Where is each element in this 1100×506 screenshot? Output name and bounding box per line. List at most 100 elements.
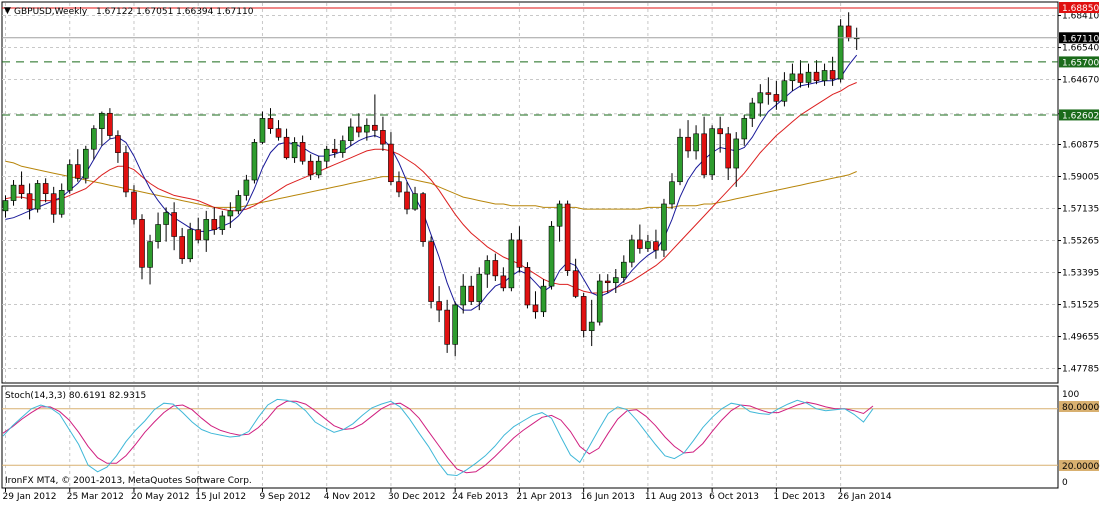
candle (612, 269, 619, 293)
symbol-timeframe: GBPUSD,Weekly (14, 7, 88, 17)
candle (203, 210, 210, 252)
current-price-tag: 1.67110 (1059, 32, 1099, 44)
candle (428, 236, 434, 309)
candle (99, 111, 105, 146)
candles (2, 12, 860, 357)
candle (42, 178, 49, 203)
x-tick-label: 21 Apr 2013 (516, 492, 572, 502)
candle (420, 192, 426, 247)
y-tick-label: 1.66540 (1062, 44, 1099, 54)
candle (115, 130, 121, 163)
y-tick-label: 1.60875 (1062, 141, 1099, 151)
candle (621, 255, 627, 283)
candle (685, 120, 691, 158)
stoch-main-line (2, 398, 874, 477)
candle (404, 181, 410, 215)
candle (757, 84, 764, 117)
collapse-triangle-icon[interactable]: ▼ (4, 6, 11, 16)
hline2-price-tag: 1.62602 (1059, 109, 1099, 121)
candle (637, 224, 643, 254)
svg-text:1.67110: 1.67110 (1062, 34, 1099, 44)
candle (837, 19, 844, 83)
candle (171, 202, 177, 251)
candle (364, 118, 370, 141)
candle (163, 207, 169, 242)
svg-text:20.00000: 20.00000 (1062, 462, 1100, 472)
horizontal-lines (2, 7, 1058, 116)
candle (452, 301, 458, 357)
candle (709, 125, 715, 181)
candle (516, 226, 523, 273)
candle (147, 234, 153, 285)
candle (315, 156, 322, 179)
x-tick-label: 25 Mar 2012 (67, 492, 124, 502)
y-tick-label: 1.53395 (1062, 269, 1099, 279)
candle (741, 114, 748, 146)
x-tick-label: 15 Jul 2012 (195, 492, 246, 502)
candle (524, 262, 531, 309)
candle (227, 202, 234, 228)
candle (26, 183, 33, 220)
x-tick-label: 1 Dec 2013 (773, 492, 825, 502)
candle (596, 274, 603, 326)
candle (629, 234, 635, 268)
candle (18, 171, 25, 199)
main-plot-frame (1, 1, 1059, 384)
x-tick-label: 20 May 2012 (131, 492, 190, 502)
candle (74, 149, 81, 182)
candle (187, 222, 193, 263)
candle (83, 145, 89, 184)
candle (283, 128, 290, 160)
x-tick-label: 26 Jan 2014 (838, 492, 892, 502)
candle (500, 267, 507, 292)
candle (211, 207, 218, 235)
candle (372, 94, 378, 138)
candle (34, 180, 41, 213)
candle (813, 60, 820, 85)
candle (580, 292, 587, 338)
stochastic-indicator (2, 398, 1058, 477)
top-price-tag: 1.68850 (1059, 2, 1099, 14)
candle (444, 299, 450, 353)
candle (2, 195, 9, 218)
candle (396, 171, 402, 198)
candle (548, 221, 555, 290)
svg-text:80.00000: 80.00000 (1062, 403, 1100, 413)
x-tick-label: 6 Oct 2013 (709, 492, 759, 502)
candle (412, 186, 418, 211)
x-tick-label: 29 Jan 2012 (3, 492, 57, 502)
candle (693, 125, 699, 160)
candle (307, 154, 314, 181)
candle (749, 97, 756, 127)
grid (2, 3, 1058, 487)
candle (773, 80, 780, 110)
x-tick-label: 4 Nov 2012 (324, 492, 376, 502)
y-tick-label: 1.55265 (1062, 237, 1099, 247)
stoch-low-level-tag: 20.00000 (1059, 460, 1100, 472)
candle (91, 125, 97, 160)
candle (356, 113, 362, 138)
candle (669, 173, 675, 210)
candle (733, 132, 740, 187)
candle (645, 234, 651, 252)
candle (66, 159, 73, 194)
candle (653, 229, 659, 259)
candle (235, 190, 242, 215)
candle (476, 267, 483, 311)
candle (781, 72, 788, 107)
stoch-plot-frame (1, 385, 1059, 489)
x-tick-label: 24 Feb 2013 (452, 492, 508, 502)
candle (540, 279, 547, 317)
candle (155, 212, 161, 249)
candle (259, 111, 266, 145)
copyright-text: IronFX MT4, © 2001-2013, MetaQuotes Soft… (5, 476, 252, 486)
stoch-axis-top: 100 (1062, 390, 1079, 400)
candle (556, 200, 563, 242)
candle (492, 253, 499, 282)
candle (572, 258, 579, 299)
candle (677, 128, 683, 186)
candle (805, 63, 812, 88)
candle (717, 116, 723, 153)
